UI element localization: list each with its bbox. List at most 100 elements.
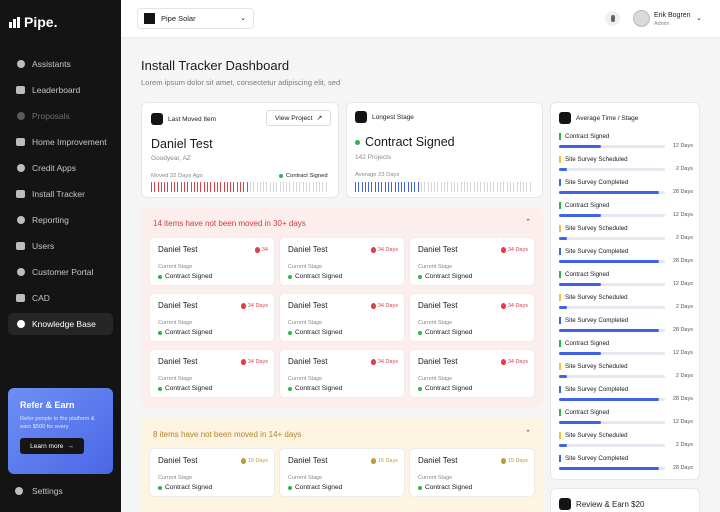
tick-mark [289, 182, 291, 192]
status-dot-icon [418, 485, 422, 490]
last-moved-stage: Contract Signed [279, 173, 328, 179]
tick-mark [391, 182, 393, 192]
stage-name: Site Survey Scheduled [559, 225, 628, 232]
sidebar-item-settings[interactable]: Settings [15, 486, 63, 496]
current-stage: Contract Signed [288, 385, 342, 392]
app-logo[interactable]: Pipe. [9, 14, 57, 30]
current-stage-text: Contract Signed [165, 385, 213, 392]
project-name: Daniel Test [288, 245, 328, 254]
current-stage: Contract Signed [418, 385, 472, 392]
sidebar-item-assistants[interactable]: Assistants [8, 53, 113, 75]
current-stage: Contract Signed [418, 273, 472, 280]
tick-mark [180, 182, 182, 192]
project-card[interactable]: Daniel Test 15 Days Current Stage Contract … [279, 448, 405, 497]
current-stage-label: Current Stage [418, 264, 453, 270]
tick-mark [509, 182, 511, 192]
sidebar-item-reporting[interactable]: Reporting [8, 209, 113, 231]
workspace-select[interactable]: Pipe Solar ⌄ [137, 8, 254, 29]
sidebar-item-leaderboard[interactable]: Leaderboard [8, 79, 113, 101]
stage-progress-fill [559, 467, 659, 470]
tick-mark [263, 182, 265, 192]
trophy-icon [15, 85, 26, 96]
home-icon-shape [16, 138, 25, 146]
project-card[interactable]: Daniel Test 34 Days Current Stage Contract … [279, 349, 405, 398]
avatar[interactable] [633, 10, 650, 27]
user-name[interactable]: Erik Bogren [654, 12, 691, 19]
tick-mark [226, 182, 228, 192]
tick-mark [480, 182, 482, 192]
status-dot-icon [279, 174, 283, 178]
microphone-button[interactable] [605, 11, 620, 26]
stage-progress-fill [559, 329, 659, 332]
days-text: 34 Days [377, 303, 398, 309]
project-card[interactable]: Daniel Test 34 Days Current Stage Contract … [279, 293, 405, 342]
project-card[interactable]: Daniel Test 34 Days Current Stage Contract … [409, 349, 535, 398]
chevron-up-icon[interactable]: ⌃ [525, 219, 531, 226]
view-project-button[interactable]: View Project ↗ [266, 110, 331, 126]
user-menu-chevron-icon[interactable]: ⌄ [696, 15, 702, 22]
tick-mark [381, 182, 383, 192]
tick-mark [476, 182, 478, 192]
tick-mark [411, 182, 413, 192]
stage-progress-track [559, 214, 665, 217]
tick-mark [384, 182, 386, 192]
project-card[interactable]: Daniel Test 15 Days Current Stage Contract … [149, 448, 275, 497]
tick-mark [315, 182, 317, 192]
users-icon-shape [16, 242, 25, 250]
tick-mark [493, 182, 495, 192]
stale-items-group: 14 items have not been moved in 30+ days… [141, 207, 543, 407]
sidebar-item-users[interactable]: Users [8, 235, 113, 257]
stage-progress-fill [559, 168, 568, 171]
review-earn-header: Review & Earn $20 [559, 498, 644, 510]
project-card[interactable]: Daniel Test 34 Days Current Stage Contract … [409, 237, 535, 286]
tick-mark [434, 182, 436, 192]
last-moved-label: Last Moved Item [168, 115, 217, 123]
longest-stage-projects: 142 Projects [355, 154, 392, 161]
stage-progress-fill [559, 352, 602, 355]
app-logo-text: Pipe. [24, 14, 58, 30]
tick-mark [193, 182, 195, 192]
sidebar-item-label: Install Tracker [32, 189, 85, 199]
chevron-up-icon[interactable]: ⌃ [525, 430, 531, 437]
sidebar-item-credit-apps[interactable]: Credit Apps [8, 157, 113, 179]
tick-mark [364, 182, 366, 192]
days-badge: 34 Days [500, 247, 528, 253]
project-card[interactable]: Daniel Test 34 Days Current Stage Contract … [149, 349, 275, 398]
days-badge: 34 [254, 247, 268, 253]
stage-time-row: Site Survey Scheduled 2 Days [559, 432, 693, 455]
refer-description: Refer people to the platform & earn $500… [20, 416, 95, 430]
days-badge: 34 Days [370, 359, 398, 365]
sparkle-icon [15, 59, 26, 70]
settings-label: Settings [32, 486, 63, 496]
project-card[interactable]: Daniel Test 34 Days Current Stage Contract … [279, 237, 405, 286]
project-card[interactable]: Daniel Test 34 Current Stage Contract Signe… [149, 237, 275, 286]
stage-name: Site Survey Completed [559, 317, 628, 324]
review-earn-card[interactable]: Review & Earn $20 [550, 488, 700, 512]
project-card[interactable]: Daniel Test 34 Days Current Stage Contract … [149, 293, 275, 342]
tick-mark [397, 182, 399, 192]
learn-more-button[interactable]: Learn more → [20, 438, 84, 454]
tick-mark [299, 182, 301, 192]
project-card[interactable]: Daniel Test 15 Days Current Stage Contract … [409, 448, 535, 497]
chevron-down-icon: ⌄ [240, 15, 246, 22]
tick-mark [187, 182, 189, 192]
tick-mark [437, 182, 439, 192]
sidebar-item-customer-portal[interactable]: Customer Portal [8, 261, 113, 283]
stage-time-row: Contract Signed 12 Days [559, 409, 693, 432]
project-card[interactable]: Daniel Test 34 Days Current Stage Contract … [409, 293, 535, 342]
sidebar-item-cad[interactable]: CAD [8, 287, 113, 309]
sidebar-item-proposals[interactable]: Proposals [8, 105, 113, 127]
arrow-right-icon: → [67, 442, 74, 450]
stage-name: Site Survey Scheduled [559, 363, 628, 370]
workspace-name: Pipe Solar [161, 14, 196, 23]
current-stage-label: Current Stage [158, 475, 193, 481]
stage-time-row: Site Survey Scheduled 2 Days [559, 294, 693, 317]
tick-mark [355, 182, 356, 192]
current-stage: Contract Signed [418, 329, 472, 336]
pie-chart-icon [15, 215, 26, 226]
sidebar-item-home-improvement[interactable]: Home Improvement [8, 131, 113, 153]
tick-mark [453, 182, 455, 192]
stage-progress-fill [559, 237, 568, 240]
sidebar-item-knowledge-base[interactable]: Knowledge Base [8, 313, 113, 335]
sidebar-item-install-tracker[interactable]: Install Tracker [8, 183, 113, 205]
